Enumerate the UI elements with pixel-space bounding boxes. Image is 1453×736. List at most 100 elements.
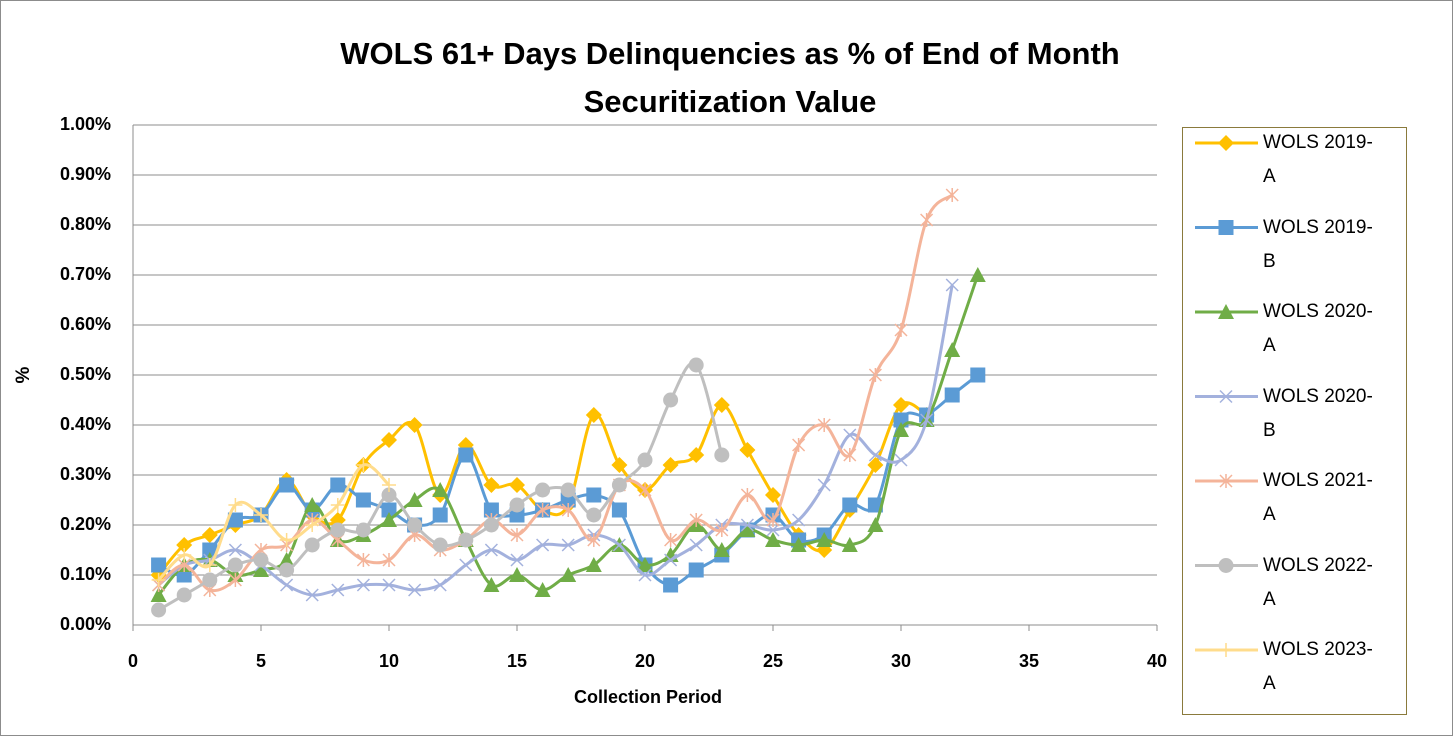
marker [278, 552, 295, 567]
marker [484, 543, 498, 557]
marker [1218, 220, 1234, 235]
marker [612, 538, 626, 552]
marker [228, 498, 243, 512]
marker [432, 482, 449, 497]
marker [510, 528, 524, 542]
marker [945, 278, 959, 292]
marker [970, 367, 986, 383]
y-tick-label: 0.90% [60, 164, 111, 184]
marker [561, 538, 575, 552]
marker [894, 323, 908, 337]
marker [688, 447, 705, 463]
marker [381, 512, 397, 527]
marker [381, 432, 397, 448]
marker [151, 557, 167, 573]
marker [945, 188, 959, 202]
marker [280, 578, 294, 592]
marker [483, 477, 500, 493]
marker [817, 478, 831, 492]
y-tick-label: 0.70% [60, 264, 111, 284]
marker [458, 447, 474, 463]
marker [432, 537, 448, 553]
marker [304, 497, 321, 512]
marker [792, 513, 806, 527]
x-axis-label: Collection Period [574, 687, 722, 707]
marker [638, 568, 652, 582]
marker [534, 582, 551, 597]
marker [330, 477, 346, 493]
marker [356, 458, 371, 472]
marker [253, 562, 269, 577]
marker [817, 418, 831, 432]
marker [790, 537, 807, 552]
x-tick-label: 5 [256, 651, 266, 671]
marker [663, 577, 679, 593]
marker [509, 497, 525, 513]
marker [381, 487, 397, 503]
marker [893, 397, 909, 413]
x-tick-label: 35 [1019, 651, 1039, 671]
marker [944, 342, 961, 357]
marker [585, 407, 602, 423]
marker [227, 557, 243, 573]
chart-title: WOLS 61+ Days Delinquencies as % of End … [340, 36, 1120, 119]
marker [739, 522, 756, 537]
marker [893, 422, 909, 437]
marker [868, 368, 882, 382]
marker [483, 517, 499, 533]
marker [688, 357, 704, 373]
series-line [157, 463, 391, 582]
marker [766, 523, 780, 537]
marker [202, 558, 217, 572]
marker [611, 502, 627, 518]
marker [689, 513, 703, 527]
marker [1218, 558, 1234, 573]
marker [355, 492, 371, 508]
marker [1219, 474, 1233, 488]
marker [637, 452, 653, 468]
x-tick-label: 20 [635, 651, 655, 671]
marker [536, 538, 550, 552]
y-tick-label: 0.00% [60, 614, 111, 634]
marker [406, 492, 423, 507]
marker [739, 442, 756, 458]
series-line [157, 284, 954, 597]
marker [842, 497, 858, 513]
marker [356, 553, 370, 567]
marker [201, 527, 218, 543]
x-tick-label: 10 [379, 651, 399, 671]
marker [638, 483, 652, 497]
marker [483, 577, 500, 592]
y-tick-label: 0.10% [60, 564, 111, 584]
marker [331, 583, 345, 597]
y-axis-label: % [13, 366, 34, 383]
y-tick-label: 1.00% [60, 114, 111, 134]
y-tick-label: 0.60% [60, 314, 111, 334]
marker [894, 453, 908, 467]
marker [585, 557, 602, 572]
x-tick-label: 25 [763, 651, 783, 671]
marker [969, 267, 986, 282]
legend-label: WOLS 2023-A [1263, 639, 1373, 694]
marker [867, 517, 884, 532]
marker [459, 558, 473, 572]
y-tick-label: 0.80% [60, 214, 111, 234]
marker [792, 438, 806, 452]
x-tick-label: 40 [1147, 651, 1167, 671]
marker [254, 508, 268, 522]
marker [535, 482, 551, 498]
marker [279, 477, 295, 493]
marker [586, 507, 602, 523]
marker [816, 532, 833, 547]
marker [304, 537, 320, 553]
marker [177, 548, 192, 562]
marker [381, 502, 397, 518]
marker [714, 447, 730, 463]
marker [740, 518, 754, 532]
marker [433, 578, 447, 592]
marker [944, 387, 960, 403]
marker [176, 587, 192, 603]
